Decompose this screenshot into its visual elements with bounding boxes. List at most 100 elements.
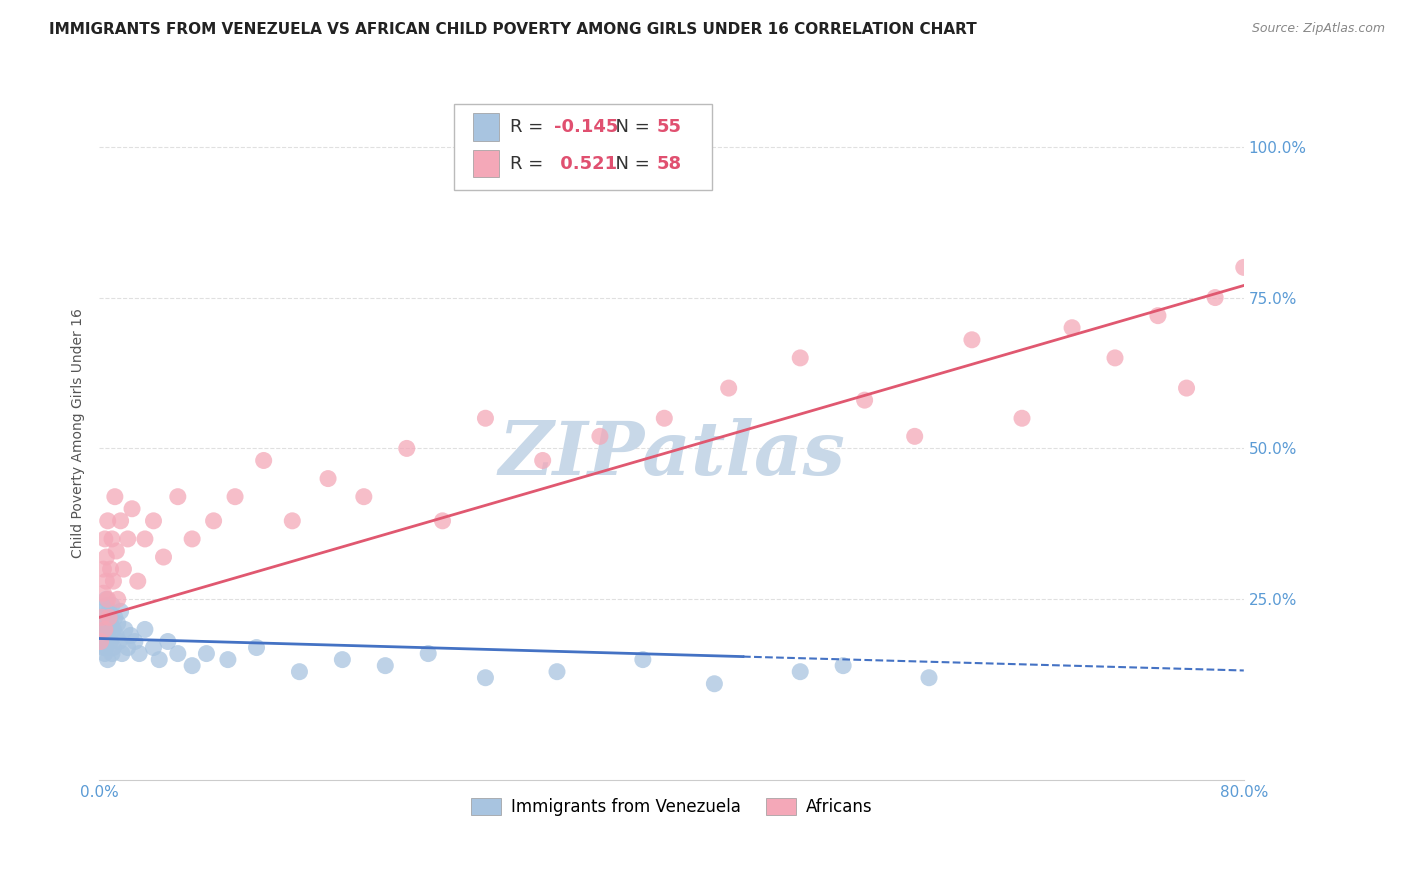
Point (531, 453, 554, 467)
Point (91, 623, 114, 637)
Point (853, 393, 876, 408)
Point (100, 616, 122, 631)
Point (111, 647, 134, 661)
Point (904, 429, 927, 443)
Point (1347, 169, 1369, 184)
Point (156, 634, 179, 648)
Point (90, 634, 112, 648)
Point (104, 490, 127, 504)
Point (1104, 351, 1126, 365)
Point (124, 634, 146, 648)
Point (789, 665, 811, 679)
Point (94, 616, 117, 631)
Point (104, 610, 127, 624)
Point (97, 628, 120, 642)
Point (127, 574, 149, 589)
Point (418, 647, 440, 661)
Point (128, 647, 150, 661)
Point (432, 514, 454, 528)
Point (245, 640, 267, 655)
Text: 58: 58 (657, 154, 682, 172)
Point (96, 574, 118, 589)
Point (107, 592, 129, 607)
Point (703, 677, 725, 691)
Point (103, 574, 125, 589)
Point (93, 628, 115, 642)
Point (281, 514, 304, 528)
Point (93, 640, 115, 655)
Point (918, 671, 941, 685)
Point (97, 652, 120, 666)
Point (1289, 272, 1312, 286)
Point (631, 652, 654, 666)
Point (105, 628, 128, 642)
Point (96, 592, 118, 607)
Point (101, 599, 124, 613)
Point (108, 634, 131, 648)
Point (98, 604, 121, 618)
Point (112, 562, 135, 576)
Text: ZIPatlas: ZIPatlas (498, 417, 845, 491)
Point (97, 514, 120, 528)
Point (93, 562, 115, 576)
Point (107, 616, 129, 631)
Point (142, 514, 165, 528)
Point (395, 442, 418, 456)
FancyBboxPatch shape (474, 113, 499, 141)
Point (94, 647, 117, 661)
Point (1312, 230, 1334, 244)
Point (1261, 333, 1284, 347)
Text: R =: R = (510, 154, 550, 172)
Point (181, 658, 204, 673)
Point (316, 472, 339, 486)
Point (94, 532, 117, 546)
Point (96, 623, 118, 637)
Point (134, 623, 156, 637)
Point (717, 381, 740, 395)
Point (110, 604, 132, 618)
Text: IMMIGRANTS FROM VENEZUELA VS AFRICAN CHILD POVERTY AMONG GIRLS UNDER 16 CORRELAT: IMMIGRANTS FROM VENEZUELA VS AFRICAN CHI… (49, 22, 977, 37)
Point (374, 658, 396, 673)
Point (96, 549, 118, 564)
Point (117, 640, 139, 655)
Point (91, 610, 114, 624)
Text: 55: 55 (657, 118, 682, 136)
Text: R =: R = (510, 118, 550, 136)
Point (166, 647, 188, 661)
Point (103, 623, 125, 637)
Point (100, 634, 122, 648)
Point (1233, 260, 1256, 275)
Point (1204, 291, 1226, 305)
Point (120, 628, 142, 642)
Point (93, 586, 115, 600)
Point (1011, 411, 1033, 425)
Point (93, 604, 115, 618)
Point (94, 634, 117, 648)
Y-axis label: Child Poverty Among Girls Under 16: Child Poverty Among Girls Under 16 (72, 309, 86, 558)
Point (832, 658, 855, 673)
Point (110, 514, 132, 528)
Point (121, 501, 143, 516)
Point (166, 490, 188, 504)
Point (152, 549, 174, 564)
Legend: Immigrants from Venezuela, Africans: Immigrants from Venezuela, Africans (463, 789, 880, 824)
Point (288, 665, 311, 679)
Point (217, 652, 239, 666)
Point (546, 665, 568, 679)
FancyBboxPatch shape (474, 150, 499, 178)
Point (224, 490, 246, 504)
Point (253, 453, 276, 467)
Point (195, 647, 218, 661)
Point (101, 532, 124, 546)
Point (114, 623, 136, 637)
Point (353, 490, 375, 504)
Point (474, 671, 496, 685)
Point (96, 599, 118, 613)
Text: N =: N = (605, 118, 655, 136)
Point (1062, 320, 1084, 334)
Point (96, 640, 118, 655)
Point (91, 610, 114, 624)
Point (202, 514, 225, 528)
Point (589, 429, 612, 443)
Point (148, 652, 170, 666)
